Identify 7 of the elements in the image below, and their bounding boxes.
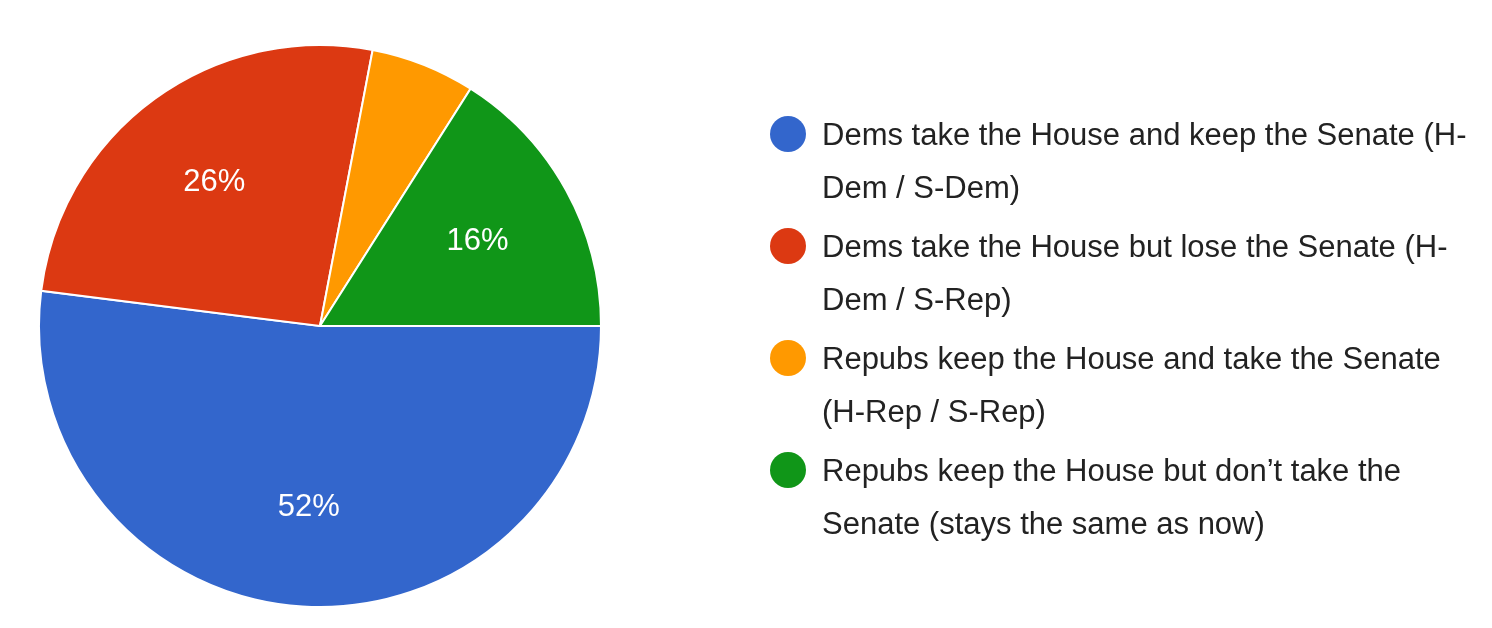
data-label: 26% (183, 163, 246, 199)
legend-label: Repubs keep the House and take the Senate (H-Rep / S-Rep) (822, 340, 1442, 431)
legend-label: Dems take the House but lose the Senate (H-Dem / S-Rep) (822, 228, 1449, 319)
data-label: 16% (446, 221, 509, 257)
legend-label: Dems take the House and keep the Senate (H-Dem / S-Dem) (822, 116, 1468, 207)
legend-label: Repubs keep the House but don’t take the Senate (stays the same as now) (822, 452, 1403, 543)
data-label: 52% (277, 487, 340, 523)
